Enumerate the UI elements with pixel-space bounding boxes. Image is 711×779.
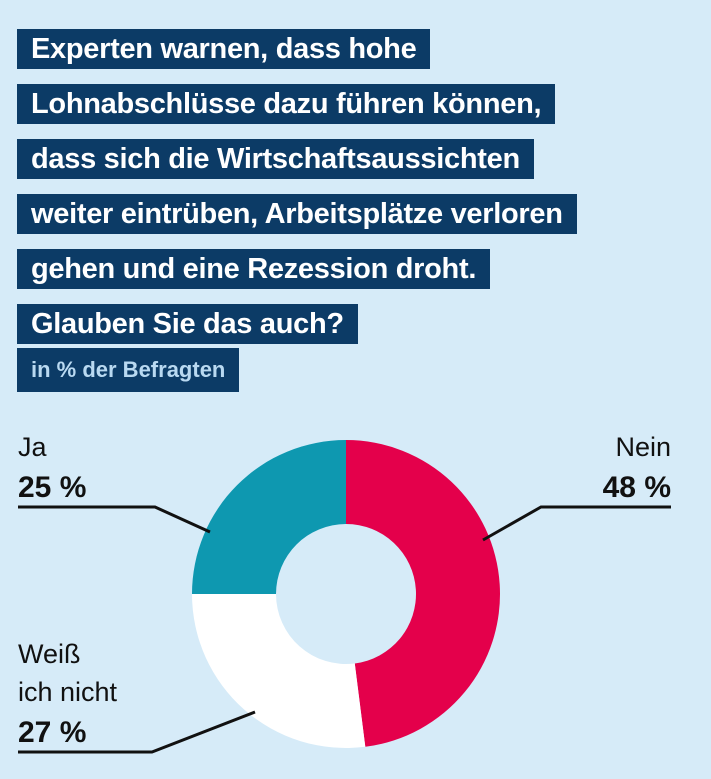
title-line-5: gehen und eine Rezession droht. xyxy=(17,249,491,289)
title-line-6: Glauben Sie das auch? xyxy=(17,304,358,344)
slice-nein xyxy=(346,440,500,747)
title-line-3: dass sich die Wirtschaftsaussichten xyxy=(17,139,534,179)
title-line-2: Lohnabschlüsse dazu führen können, xyxy=(17,84,556,124)
title-line-4: weiter eintrüben, Arbeitsplätze verloren xyxy=(17,194,577,234)
slice-ja xyxy=(192,440,346,594)
value-nein: 48 % xyxy=(603,471,671,504)
value-weiss-nicht: 27 % xyxy=(18,716,86,749)
chart-subtitle: in % der Befragten xyxy=(17,348,240,392)
label-weiss-nicht-line2: ich nicht xyxy=(18,677,118,707)
donut-slices xyxy=(192,440,500,748)
leader-line-nein xyxy=(482,505,671,542)
leader-line-weiss-nicht xyxy=(18,710,256,754)
slice-weiss-nicht xyxy=(192,594,366,748)
value-ja: 25 % xyxy=(18,471,86,504)
title-line-1: Experten warnen, dass hohe xyxy=(17,29,431,69)
leader-line-ja xyxy=(18,505,211,534)
label-nein: Nein xyxy=(615,432,671,462)
label-ja: Ja xyxy=(18,432,48,462)
label-weiss-nicht-line1: Weiß xyxy=(18,639,81,669)
